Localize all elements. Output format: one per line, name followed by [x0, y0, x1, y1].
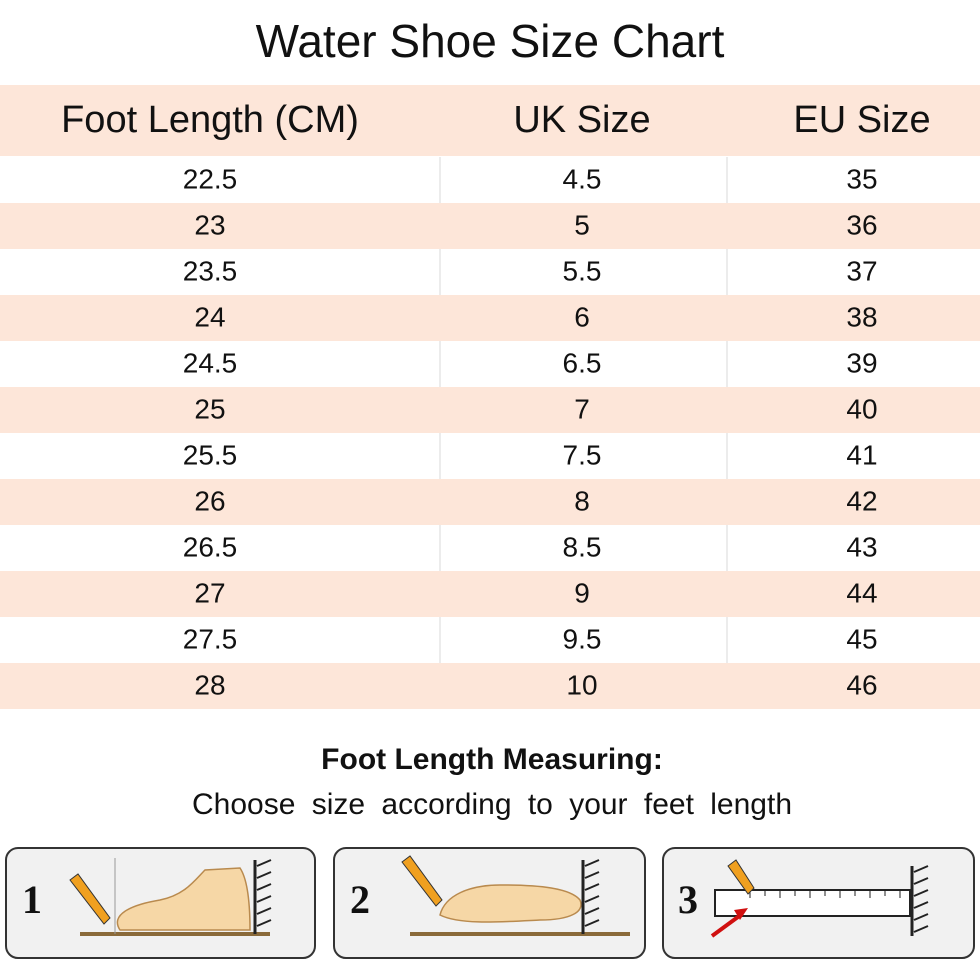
table-row — [0, 249, 980, 295]
table-cell: 37 — [846, 255, 877, 286]
step-panel — [333, 847, 646, 959]
table-cell: 5 — [574, 209, 590, 240]
title: Water Shoe Size Chart — [256, 15, 725, 67]
step-number: 2 — [350, 877, 370, 922]
table-cell: 24 — [194, 301, 225, 332]
table-cell: 36 — [846, 209, 877, 240]
table-cell: 43 — [846, 531, 877, 562]
table-row — [0, 479, 980, 525]
column-header: EU Size — [793, 99, 930, 141]
size-table: Foot Length (CM) UK Size EU Size 22.5 4.5 35 2… — [0, 85, 980, 709]
table-row — [0, 433, 980, 479]
table-cell: 27.5 — [183, 623, 238, 654]
table-cell: 8 — [574, 485, 590, 516]
table-cell: 39 — [846, 347, 877, 378]
table-cell: 7 — [574, 393, 590, 424]
table-row — [0, 341, 980, 387]
table-cell: 10 — [566, 669, 597, 700]
table-row — [0, 663, 980, 709]
table-row — [0, 387, 980, 433]
table-cell: 23 — [194, 209, 225, 240]
table-cell: 5.5 — [563, 255, 602, 286]
step-panel — [662, 847, 975, 959]
step-number: 3 — [678, 877, 698, 922]
column-header: UK Size — [513, 99, 650, 141]
table-cell: 40 — [846, 393, 877, 424]
table-cell: 23.5 — [183, 255, 238, 286]
table-cell: 24.5 — [183, 347, 238, 378]
table-cell: 26.5 — [183, 531, 238, 562]
step-panel — [5, 847, 316, 959]
header-row — [0, 85, 980, 156]
table-cell: 46 — [846, 669, 877, 700]
table-cell: 41 — [846, 439, 877, 470]
measuring-heading: Foot Length Measuring: — [321, 743, 663, 776]
table-row — [0, 203, 980, 249]
table-cell: 27 — [194, 577, 225, 608]
table-cell: 28 — [194, 669, 225, 700]
table-cell: 45 — [846, 623, 877, 654]
table-cell: 25.5 — [183, 439, 238, 470]
table-cell: 7.5 — [563, 439, 602, 470]
table-cell: 25 — [194, 393, 225, 424]
table-row — [0, 571, 980, 617]
table-row — [0, 525, 980, 571]
table-cell: 9 — [574, 577, 590, 608]
table-cell: 9.5 — [563, 623, 602, 654]
table-cell: 6 — [574, 301, 590, 332]
table-row — [0, 295, 980, 341]
step-number: 1 — [22, 877, 42, 922]
table-cell: 4.5 — [563, 163, 602, 194]
column-header: Foot Length (CM) — [61, 99, 359, 141]
table-cell: 35 — [846, 163, 877, 194]
table-row — [0, 617, 980, 663]
table-cell: 42 — [846, 485, 877, 516]
table-cell: 22.5 — [183, 163, 238, 194]
table-cell: 6.5 — [563, 347, 602, 378]
table-cell: 26 — [194, 485, 225, 516]
table-cell: 38 — [846, 301, 877, 332]
table-row — [0, 157, 980, 203]
table-cell: 44 — [846, 577, 877, 608]
table-cell: 8.5 — [563, 531, 602, 562]
measuring-subtitle: Choose size according to your feet lengt… — [192, 788, 792, 821]
